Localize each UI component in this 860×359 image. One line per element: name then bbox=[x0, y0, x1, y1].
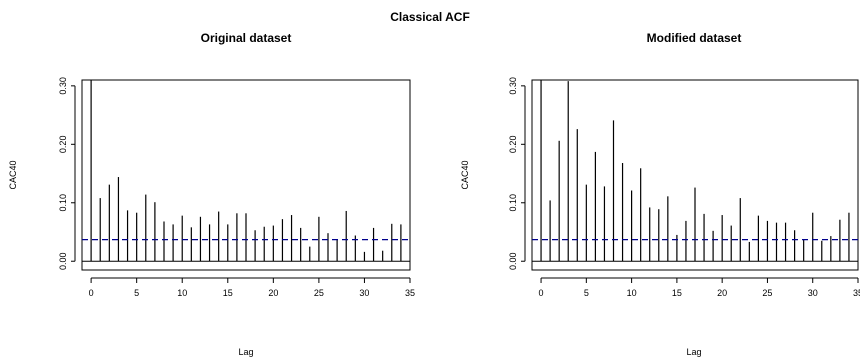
x-axis-label: Lag bbox=[238, 347, 253, 357]
y-tick-label: 0.10 bbox=[508, 194, 518, 212]
plot-frame bbox=[81, 79, 411, 271]
acf-plot: 0.00 0.10 0.20 0.30 0 5 10 15 20 25 30 35 bbox=[58, 77, 415, 298]
y-tick-label: 0.10 bbox=[58, 194, 68, 212]
y-axis-label: CAC40 bbox=[460, 160, 470, 189]
plot-frame bbox=[531, 79, 859, 271]
x-tick-label: 5 bbox=[584, 288, 589, 298]
panel-title: Modified dataset bbox=[647, 31, 742, 45]
figure-title: Classical ACF bbox=[390, 10, 470, 24]
y-axis-label: CAC40 bbox=[8, 160, 18, 189]
x-axis-label: Lag bbox=[686, 347, 701, 357]
x-tick-label: 25 bbox=[762, 288, 772, 298]
panel-original: Original dataset CAC40 Lag 0.000.100.200… bbox=[8, 31, 415, 357]
x-tick-label: 15 bbox=[223, 288, 233, 298]
x-tick-label: 20 bbox=[268, 288, 278, 298]
x-tick-label: 20 bbox=[717, 288, 727, 298]
x-tick-label: 35 bbox=[405, 288, 415, 298]
y-tick-label: 0.00 bbox=[508, 252, 518, 270]
x-tick-label: 15 bbox=[672, 288, 682, 298]
x-tick-label: 10 bbox=[177, 288, 187, 298]
y-tick-label: 0.00 bbox=[58, 252, 68, 270]
y-tick-label: 0.20 bbox=[508, 136, 518, 154]
x-tick-label: 35 bbox=[853, 288, 860, 298]
acf-plot: 0.00 0.10 0.20 0.30 0 5 10 15 20 25 30 35 bbox=[508, 77, 860, 298]
y-tick-label: 0.20 bbox=[58, 136, 68, 154]
x-tick-label: 30 bbox=[808, 288, 818, 298]
x-tick-label: 5 bbox=[134, 288, 139, 298]
x-tick-label: 0 bbox=[539, 288, 544, 298]
panel-modified: Modified dataset CAC40 Lag 0.000.100.200… bbox=[460, 31, 860, 357]
y-tick-label: 0.30 bbox=[508, 77, 518, 95]
panel-title: Original dataset bbox=[201, 31, 292, 45]
x-tick-label: 0 bbox=[89, 288, 94, 298]
x-tick-label: 10 bbox=[627, 288, 637, 298]
x-tick-label: 25 bbox=[314, 288, 324, 298]
y-tick-label: 0.30 bbox=[58, 77, 68, 95]
x-tick-label: 30 bbox=[359, 288, 369, 298]
